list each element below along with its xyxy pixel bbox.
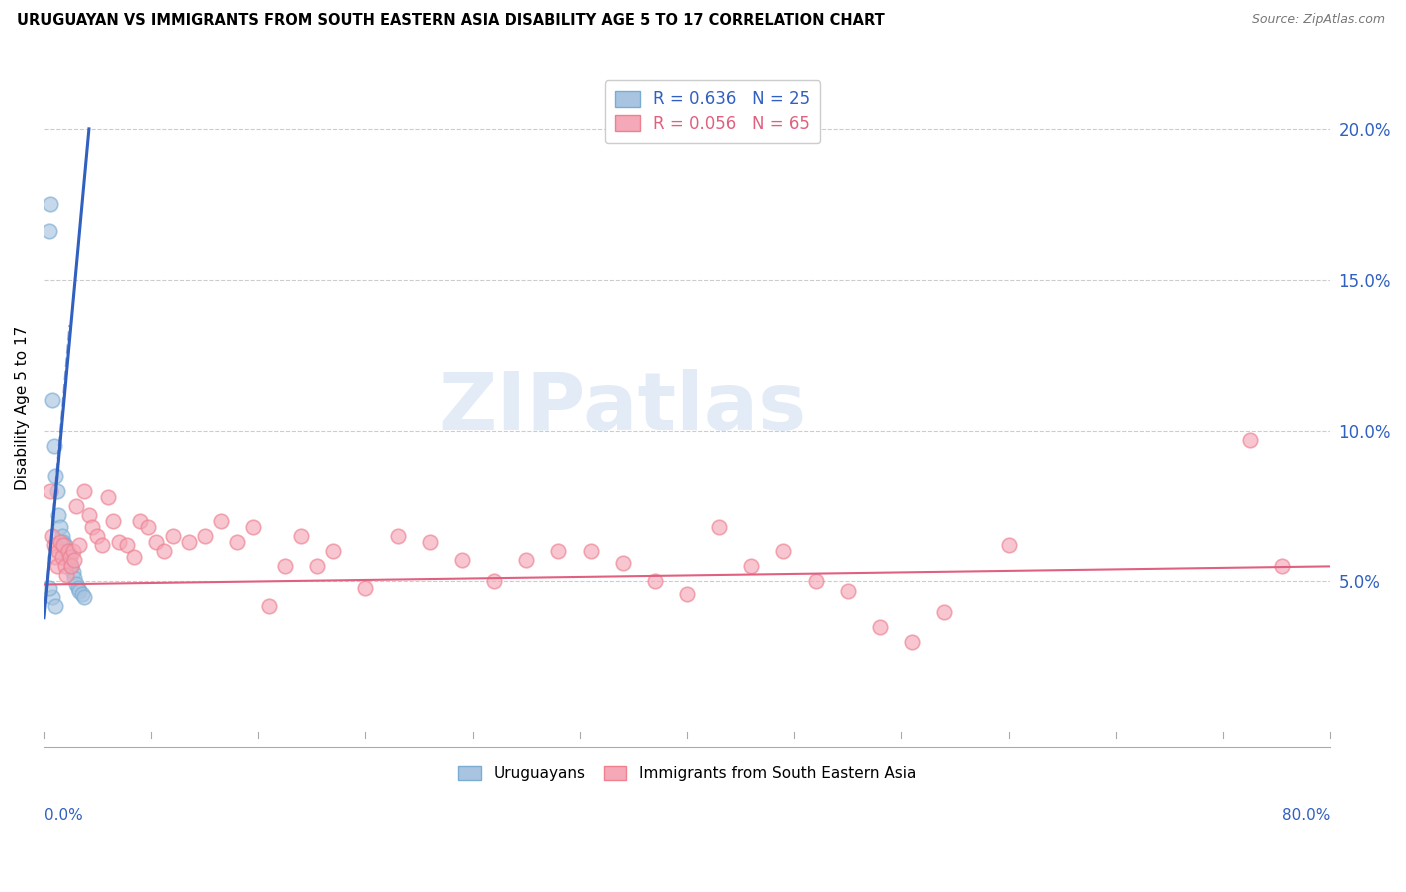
Point <box>451 553 474 567</box>
Point <box>60 559 83 574</box>
Point <box>59 557 82 571</box>
Point <box>42 439 65 453</box>
Point <box>122 550 145 565</box>
Point <box>153 544 176 558</box>
Point <box>53 559 76 574</box>
Point <box>45 483 67 498</box>
Point <box>62 544 84 558</box>
Point <box>72 586 94 600</box>
Point <box>274 559 297 574</box>
Point <box>67 538 90 552</box>
Point <box>869 620 891 634</box>
Point <box>387 529 409 543</box>
Point <box>42 538 65 552</box>
Point <box>307 559 329 574</box>
Text: Source: ZipAtlas.com: Source: ZipAtlas.com <box>1251 13 1385 27</box>
Point <box>55 568 77 582</box>
Point <box>55 544 77 558</box>
Point <box>934 605 956 619</box>
Y-axis label: Disability Age 5 to 17: Disability Age 5 to 17 <box>15 326 30 490</box>
Point <box>709 520 731 534</box>
Point <box>44 468 66 483</box>
Point <box>547 544 569 558</box>
Point <box>1271 559 1294 574</box>
Point <box>49 520 72 534</box>
Text: URUGUAYAN VS IMMIGRANTS FROM SOUTH EASTERN ASIA DISABILITY AGE 5 TO 17 CORRELATI: URUGUAYAN VS IMMIGRANTS FROM SOUTH EASTE… <box>17 13 884 29</box>
Point <box>194 529 217 543</box>
Point <box>48 544 70 558</box>
Point <box>772 544 794 558</box>
Point <box>45 559 67 574</box>
Point <box>44 599 66 613</box>
Point <box>612 557 634 571</box>
Point <box>177 535 200 549</box>
Point <box>129 514 152 528</box>
Point <box>44 550 66 565</box>
Point <box>117 538 139 552</box>
Point <box>53 538 76 552</box>
Point <box>101 514 124 528</box>
Point <box>52 538 75 552</box>
Point <box>322 544 344 558</box>
Text: ZIPatlas: ZIPatlas <box>439 369 807 447</box>
Point <box>901 635 924 649</box>
Point <box>644 574 666 589</box>
Point <box>56 550 79 565</box>
Point <box>39 197 62 211</box>
Point <box>676 586 699 600</box>
Point <box>48 508 70 522</box>
Point <box>60 559 83 574</box>
Point <box>257 599 280 613</box>
Point <box>73 483 96 498</box>
Point <box>138 520 160 534</box>
Point <box>740 559 762 574</box>
Point <box>38 224 60 238</box>
Point <box>209 514 232 528</box>
Point <box>1239 433 1261 447</box>
Legend: Uruguayans, Immigrants from South Eastern Asia: Uruguayans, Immigrants from South Easter… <box>451 760 922 788</box>
Point <box>52 535 75 549</box>
Point <box>65 577 87 591</box>
Point <box>65 499 87 513</box>
Point <box>41 393 63 408</box>
Point <box>59 550 82 565</box>
Point <box>837 583 859 598</box>
Point <box>804 574 827 589</box>
Point <box>62 566 84 580</box>
Point <box>482 574 505 589</box>
Point <box>67 583 90 598</box>
Point <box>51 550 73 565</box>
Point <box>108 535 131 549</box>
Point <box>145 535 167 549</box>
Text: 0.0%: 0.0% <box>44 808 83 822</box>
Point <box>49 535 72 549</box>
Text: 80.0%: 80.0% <box>1282 808 1330 822</box>
Point <box>162 529 184 543</box>
Point <box>90 538 112 552</box>
Point <box>97 490 120 504</box>
Point <box>77 508 100 522</box>
Point <box>66 581 89 595</box>
Point <box>39 483 62 498</box>
Point <box>63 553 86 567</box>
Point <box>41 529 63 543</box>
Point <box>997 538 1019 552</box>
Point <box>86 529 108 543</box>
Point <box>515 553 537 567</box>
Point <box>63 571 86 585</box>
Point <box>354 581 377 595</box>
Point <box>579 544 602 558</box>
Point <box>290 529 312 543</box>
Point <box>38 581 60 595</box>
Point <box>41 590 63 604</box>
Point <box>82 520 104 534</box>
Point <box>225 535 247 549</box>
Point <box>419 535 441 549</box>
Point <box>51 529 73 543</box>
Point <box>242 520 264 534</box>
Point <box>56 544 79 558</box>
Point <box>73 590 96 604</box>
